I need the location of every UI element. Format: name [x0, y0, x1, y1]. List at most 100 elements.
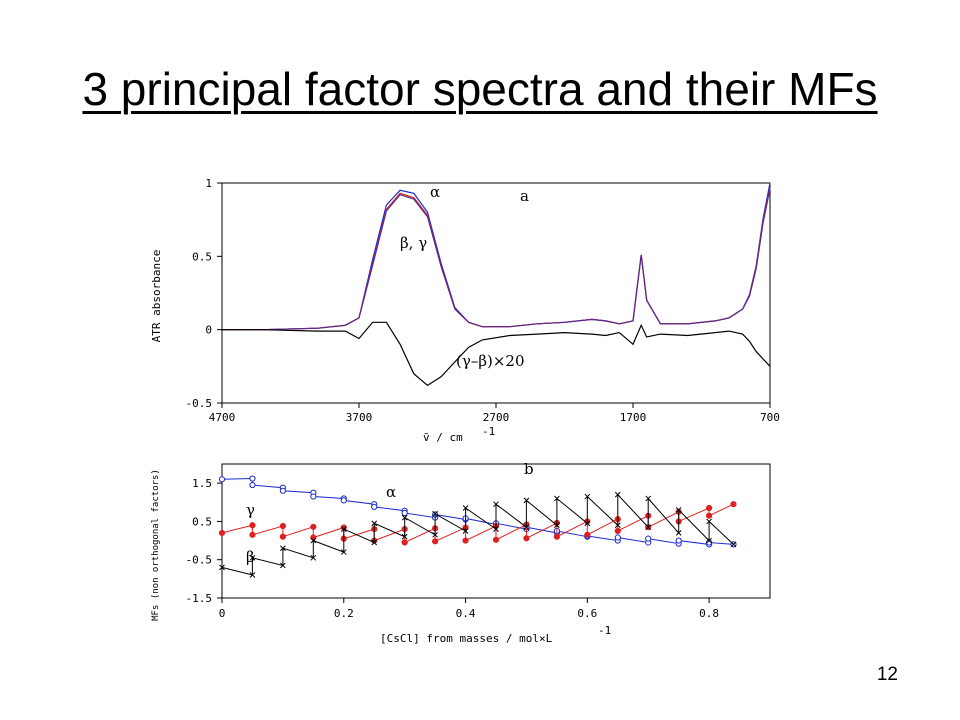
panel-b-x-tick-label: 0.2: [334, 607, 354, 620]
panel-b-point-beta: [371, 539, 378, 546]
panel-b-point-beta: [706, 518, 712, 525]
panel-a-ylabel: ATR absorbance: [150, 250, 163, 343]
panel-b-point-alpha: [310, 493, 317, 500]
panel-b-point-beta: [730, 541, 737, 548]
panel-b-point-beta: [645, 524, 652, 531]
slide-title: 3 principal factor spectra and their MFs: [82, 63, 878, 115]
panel-b-point-beta: [614, 491, 621, 498]
panel-a-x-tick-label: 1700: [620, 411, 647, 424]
panel-b-label: b: [524, 460, 534, 478]
panel-b-point-gamma: [584, 531, 591, 538]
panel-b-point-beta: [523, 497, 530, 504]
panel-b-point-gamma: [730, 501, 737, 508]
panel-b-point-beta: [706, 537, 712, 544]
panel-b-point-beta: [219, 564, 225, 571]
panel-b-series-line-2: [221, 493, 734, 576]
panel-b-point-alpha: [645, 535, 652, 542]
panel-b-point-gamma: [492, 536, 500, 543]
panel-a-y-tick-label: 1: [205, 177, 212, 190]
panel-b-x-tick-label: 0.4: [456, 607, 476, 620]
annotation-gamma-b: γ: [246, 501, 255, 519]
panel-b-point-gamma: [249, 531, 256, 538]
panel-b-point-gamma: [401, 539, 408, 546]
panel-b-point-beta: [645, 495, 652, 502]
panel-b-point-gamma: [218, 529, 226, 537]
panel-b-series-line-1: [221, 503, 734, 544]
panel-b-xlabel: [CsCl] from masses / mol×L: [380, 632, 553, 645]
panel-a-x-tick-label: 3700: [346, 411, 373, 424]
panel-a-plot-area: [221, 182, 771, 404]
panel-b-point-alpha: [249, 475, 256, 482]
panel-b-point-beta: [249, 554, 256, 561]
panel-b-point-gamma: [310, 523, 317, 530]
panel-b-point-beta: [462, 528, 469, 534]
annotation-alpha-b: α: [386, 483, 396, 501]
annotation-beta-gamma: β, γ: [400, 234, 427, 252]
panel-b-x-tick-label: 0.8: [699, 607, 719, 620]
panel-b-point-gamma: [523, 535, 530, 542]
panel-b-point-beta: [371, 520, 378, 527]
panel-b-y-tick-label: -0.5: [186, 554, 213, 567]
panel-b-y-tick-label: 1.5: [192, 477, 212, 490]
panel-b-point-gamma: [279, 522, 286, 530]
panel-b-point-gamma: [249, 522, 256, 529]
panel-b-point-beta: [280, 545, 286, 552]
panel-b-point-alpha: [614, 534, 621, 541]
panel-a-series-line-3: [222, 321, 771, 387]
panel-b-point-gamma: [279, 533, 286, 540]
panel-b-point-beta: [340, 526, 347, 532]
panel-b-point-beta: [310, 537, 317, 544]
panel-b-point-beta: [584, 493, 591, 500]
panel-b-point-gamma: [553, 533, 560, 540]
panel-b-point-beta: [340, 549, 347, 555]
panel-a-label: a: [520, 187, 529, 205]
panel-b-point-alpha: [340, 497, 347, 504]
panel-b-point-gamma: [706, 512, 713, 519]
panel-b-point-beta: [462, 505, 469, 511]
annotation-difference: (γ–β)×20: [456, 352, 525, 370]
panel-a-x-tick-label: 2700: [483, 411, 510, 424]
panel-b-point-beta: [554, 522, 560, 529]
panel-a-xlabel-exponent: -1: [482, 425, 495, 438]
panel-b-point-beta: [584, 520, 591, 527]
panel-b-y-tick-label: -1.5: [186, 592, 213, 605]
panel-b-point-gamma: [614, 527, 621, 535]
panel-b-point-beta: [523, 524, 530, 531]
panel-b-point-beta: [432, 531, 438, 538]
panel-b-point-alpha: [371, 503, 378, 510]
panel-b-point-beta: [493, 526, 499, 532]
panel-b-point-alpha: [401, 509, 408, 517]
annotation-beta-b: β: [246, 548, 255, 566]
panel-b-ylabel: MFs (non orthogonal factors): [151, 469, 161, 621]
panel-a-series-line-1: [222, 187, 771, 331]
panel-a-y-tick-label: 0: [205, 324, 212, 337]
panel-b-point-beta: [249, 572, 256, 578]
panel-a-series-line-2: [222, 188, 771, 331]
panel-b-point-beta: [432, 510, 438, 517]
panel-a-x-tick-label: 4700: [209, 411, 236, 424]
panel-b-point-beta: [310, 554, 317, 561]
panel-b-point-gamma: [432, 538, 439, 545]
panel-b-point-beta: [554, 495, 560, 502]
panel-b-point-beta: [493, 501, 499, 508]
panel-b-point-beta: [675, 507, 682, 513]
panel-b-xlabel-exponent: -1: [598, 624, 611, 637]
panel-b-point-beta: [401, 514, 408, 521]
panel-b-y-tick-label: 0.5: [192, 515, 212, 528]
panel-b-point-alpha: [279, 487, 286, 494]
panel-a-xlabel: ṽ / cm: [423, 431, 463, 444]
panel-b-point-alpha: [218, 476, 226, 483]
panel-b-point-gamma: [706, 504, 713, 512]
panel-a-x-tick-label: 700: [760, 411, 780, 424]
panel-b-x-tick-label: 0: [219, 607, 226, 620]
annotation-alpha-a: α: [430, 183, 440, 201]
panel-b-point-beta: [675, 530, 682, 536]
panel-b-point-beta: [280, 562, 286, 569]
panel-b-x-tick-label: 0.6: [577, 607, 597, 620]
panel-b-point-alpha: [249, 481, 256, 489]
panel-b-point-beta: [401, 533, 408, 540]
panel-b-point-alpha: [675, 537, 682, 544]
panel-b-point-gamma: [462, 537, 469, 544]
panel-a-y-tick-label: -0.5: [186, 397, 213, 410]
